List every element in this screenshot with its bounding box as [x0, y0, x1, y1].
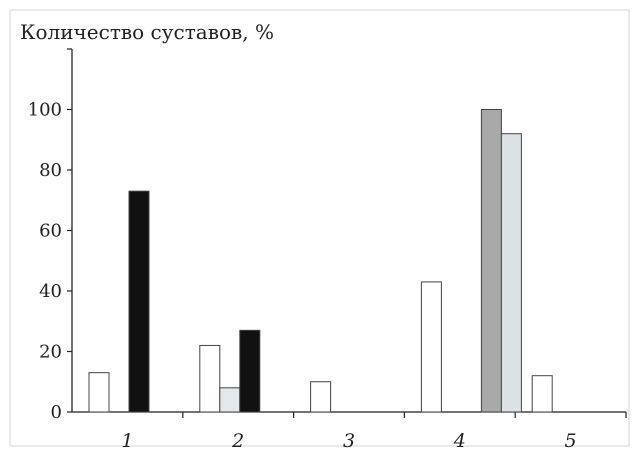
y-tick-label: 100 [28, 100, 62, 121]
chart-title: Количество суставов, % [20, 20, 274, 44]
bar [219, 387, 241, 413]
bar [128, 190, 150, 413]
y-tick-label: 80 [39, 160, 62, 181]
bar [88, 372, 110, 413]
x-tick-label: 2 [231, 430, 244, 452]
y-tick-label: 20 [39, 342, 62, 363]
bar [310, 381, 332, 413]
chart-border [9, 9, 630, 447]
bar [199, 344, 221, 413]
x-tick-label: 3 [343, 430, 355, 452]
bars-group [88, 109, 553, 413]
bar [531, 375, 553, 413]
labels-group: 0 20 40 60 80 100 1 2 3 4 5 [28, 100, 577, 453]
bar [500, 133, 522, 413]
bar [239, 329, 261, 413]
x-tick-label: 4 [453, 430, 466, 452]
bar [420, 281, 442, 413]
x-tick-label: 5 [565, 430, 577, 452]
bar [480, 109, 502, 413]
y-tick-label: 40 [39, 281, 62, 302]
x-tick-label: 1 [121, 430, 133, 452]
axes-group [67, 48, 627, 418]
y-tick-label: 0 [51, 402, 62, 423]
y-tick-label: 60 [39, 221, 62, 242]
